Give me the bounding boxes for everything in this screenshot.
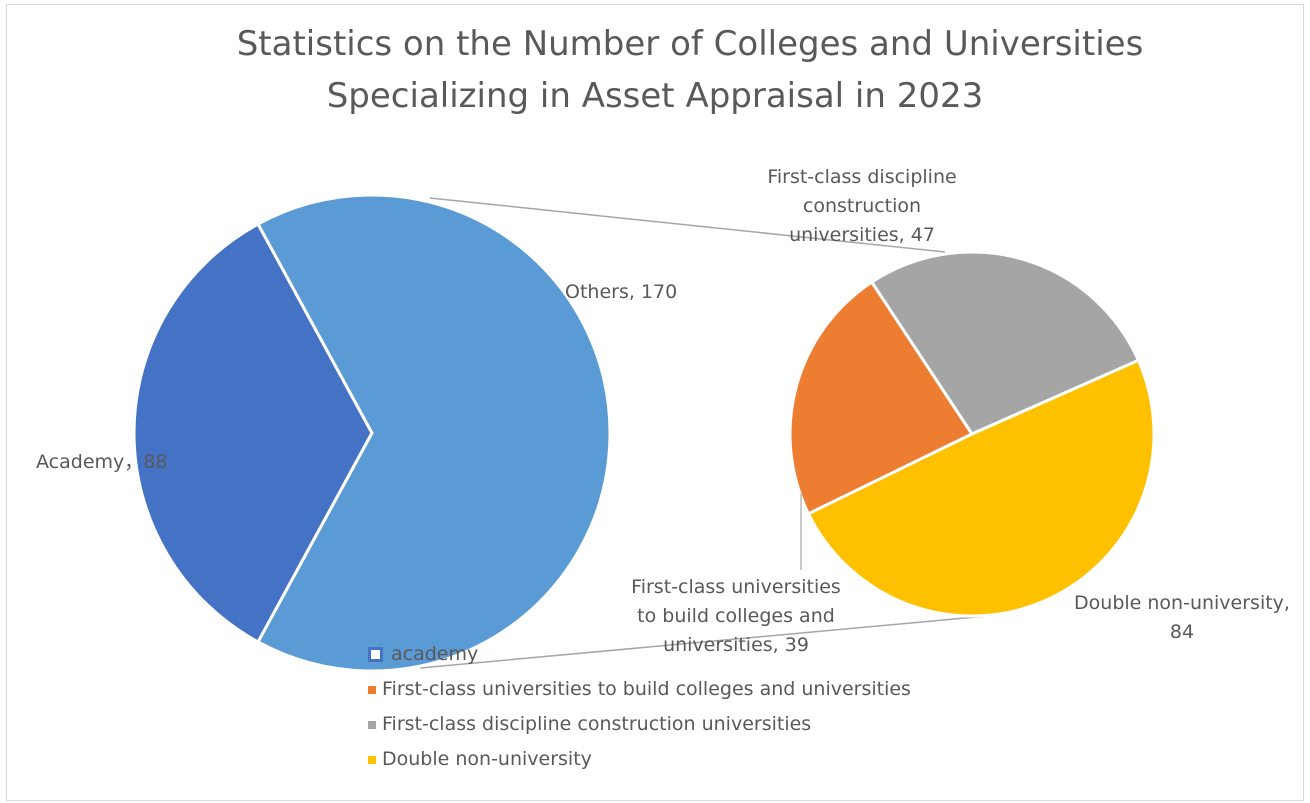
legend-item-academy[interactable]: academy: [368, 640, 911, 675]
pie-slice-others[interactable]: [256, 193, 612, 673]
legend-label-first-class-universities: First-class universities to build colleg…: [382, 678, 911, 700]
data-label-first-class-universities-to-build-colleges-and-universities: First-class universities to build college…: [631, 576, 841, 656]
connector-line-top: [429, 197, 946, 253]
legend-label-first-class-discipline: First-class discipline construction univ…: [382, 713, 812, 735]
legend-swatch-double-non-university: [368, 755, 376, 764]
data-label-first-class-discipline-construction-universities: First-class discipline construction univer…: [767, 166, 956, 246]
data-label-double-non-university: Double non-university, 84: [1074, 592, 1290, 643]
data-label-academy: Academy，88: [36, 451, 167, 473]
pie-slice-double-non-university[interactable]: [806, 358, 1156, 618]
chart-legend: academy First-class universities to buil…: [368, 640, 911, 780]
legend-label-academy: academy: [391, 643, 479, 665]
legend-swatch-first-class-universities: [368, 685, 376, 694]
chart-title-line-2: Specializing in Asset Appraisal in 2023: [326, 76, 984, 116]
connector-line-bottom: [419, 615, 988, 669]
legend-swatch-academy: [368, 647, 383, 662]
legend-item-first-class-discipline[interactable]: First-class discipline construction univ…: [368, 710, 911, 745]
legend-item-first-class-universities[interactable]: First-class universities to build colleg…: [368, 675, 911, 710]
legend-item-double-non-university[interactable]: Double non-university: [368, 745, 911, 780]
data-label-others: Others, 170: [565, 281, 677, 303]
legend-label-double-non-university: Double non-university: [382, 748, 592, 770]
legend-swatch-first-class-discipline: [368, 720, 376, 729]
pie-slice-academy[interactable]: [132, 222, 374, 644]
chart-title-line-1: Statistics on the Number of Colleges and…: [236, 24, 1144, 64]
